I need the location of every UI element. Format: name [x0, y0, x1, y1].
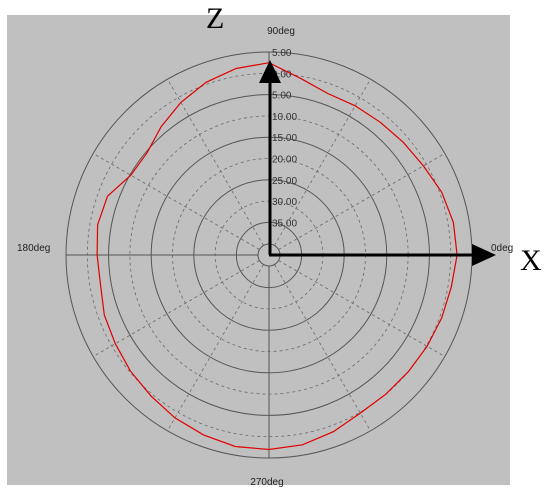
grid-spoke	[274, 264, 371, 432]
radial-tick-label: 35.00	[272, 218, 297, 229]
radial-tick-labels: 5.00 0.00 5.00 10.00 15.00 20.00 25.00 30.00 35.…	[272, 48, 297, 229]
angle-label-90: 90deg	[267, 26, 295, 37]
radial-tick-label: 30.00	[272, 197, 297, 208]
radial-tick-label: 0.00	[272, 69, 292, 80]
grid-spoke	[92, 153, 260, 250]
grid-spoke	[167, 78, 264, 246]
xz-axes	[259, 60, 496, 266]
radiation-pattern-line	[96, 62, 458, 451]
angle-label-0: 0deg	[491, 243, 513, 254]
grid-spoke	[278, 153, 446, 250]
x-axis-name: X	[520, 244, 542, 277]
radial-tick-label: 5.00	[272, 48, 292, 59]
z-axis-arrowhead	[259, 60, 281, 83]
grid-spoke	[274, 78, 371, 246]
radial-tick-label: 5.00	[272, 91, 292, 102]
angle-label-270: 270deg	[250, 477, 283, 488]
radial-tick-label: 25.00	[272, 176, 297, 187]
z-axis-name: Z	[206, 2, 224, 35]
x-axis-arrowhead	[472, 244, 496, 266]
radial-tick-label: 15.00	[272, 133, 297, 144]
radial-tick-label: 20.00	[272, 155, 297, 166]
grid-spoke	[278, 260, 446, 357]
plot-background	[7, 15, 510, 485]
grid-spoke	[92, 260, 260, 357]
radial-tick-label: 10.00	[272, 112, 297, 123]
grid-spoke	[167, 264, 264, 432]
angle-label-180: 180deg	[17, 243, 50, 254]
